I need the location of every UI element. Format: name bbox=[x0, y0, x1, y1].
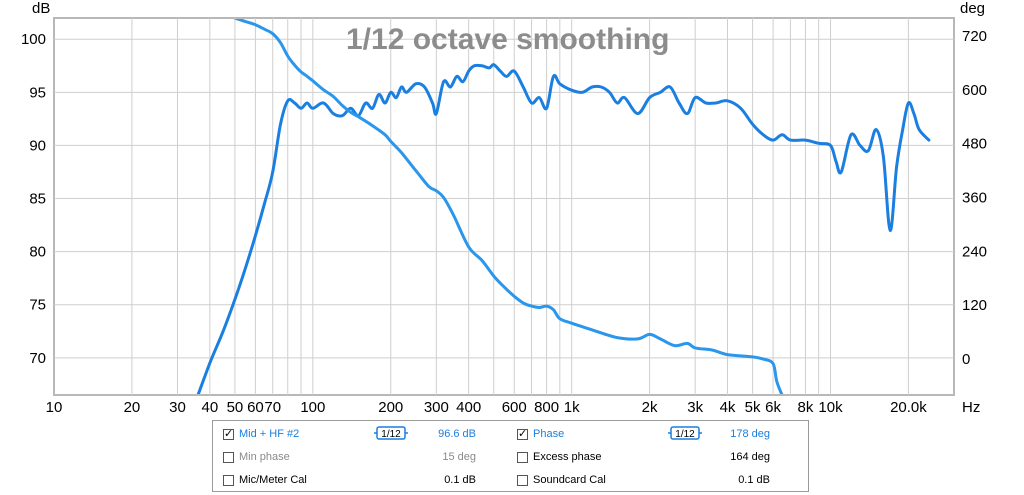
x-tick-label: 40 bbox=[201, 399, 218, 416]
x-tick-label: 20.0k bbox=[890, 399, 927, 416]
x-tick-label: 4k bbox=[720, 399, 736, 416]
x-tick-label: 400 bbox=[456, 399, 481, 416]
checkbox[interactable] bbox=[517, 452, 528, 463]
legend-value-right: 164 deg bbox=[730, 451, 770, 463]
legend-label-left: Mid + HF #2 bbox=[239, 428, 300, 440]
x-tick-label: 10k bbox=[818, 399, 843, 416]
legend-value-left: 15 deg bbox=[442, 451, 476, 463]
x-unit: Hz bbox=[962, 399, 980, 416]
x-tick-label: 1k bbox=[564, 399, 580, 416]
x-tick-label: 60 bbox=[247, 399, 264, 416]
legend-value-right: 0.1 dB bbox=[738, 474, 770, 486]
legend-row: Min phase 15 deg Excess phase 164 deg bbox=[213, 450, 808, 472]
legend-panel: ✓ Mid + HF #2 1/12 96.6 dB ✓ Phase 1/12 178 deg… bbox=[212, 420, 809, 492]
frequency-response-chart: 70 75 80 85 90 95 100 0 120 240 360 480 600 720 10 20 30… bbox=[21, 0, 987, 416]
legend-label-right: Soundcard Cal bbox=[533, 474, 606, 486]
checkbox[interactable] bbox=[223, 452, 234, 463]
x-tick-label: 8k bbox=[797, 399, 813, 416]
smoothing-button-left[interactable]: 1/12 bbox=[374, 426, 408, 440]
legend-label-left: Min phase bbox=[239, 451, 290, 463]
legend-label-right: Excess phase bbox=[533, 451, 602, 463]
y-right-tick-label: 600 bbox=[962, 82, 987, 99]
y-left-tick-label: 70 bbox=[29, 350, 46, 367]
y-left-tick-label: 90 bbox=[29, 137, 46, 154]
y-left-unit: dB bbox=[32, 0, 50, 17]
x-tick-label: 300 bbox=[424, 399, 449, 416]
y-left-tick-label: 100 bbox=[21, 31, 46, 48]
legend-label-left: Mic/Meter Cal bbox=[239, 474, 307, 486]
y-right-tick-label: 240 bbox=[962, 243, 987, 260]
svg-text:1/12: 1/12 bbox=[381, 429, 401, 440]
x-tick-label: 100 bbox=[300, 399, 325, 416]
y-right-tick-label: 0 bbox=[962, 351, 970, 368]
series-line-phase bbox=[233, 19, 784, 394]
y-right-unit: deg bbox=[960, 0, 985, 17]
legend-value-left: 96.6 dB bbox=[438, 428, 476, 440]
plot-frame bbox=[53, 17, 955, 396]
y-left-tick-label: 75 bbox=[29, 297, 46, 314]
legend-row: Mic/Meter Cal 0.1 dB Soundcard Cal 0.1 dB bbox=[213, 473, 808, 495]
y-right-tick-label: 720 bbox=[962, 28, 987, 45]
series-line-magnitude bbox=[196, 63, 931, 394]
chart-title: 1/12 octave smoothing bbox=[346, 23, 669, 56]
checkbox-checked[interactable]: ✓ bbox=[517, 428, 528, 440]
x-tick-label: 70 bbox=[264, 399, 281, 416]
y-right-tick-label: 120 bbox=[962, 297, 987, 314]
y-right-tick-label: 360 bbox=[962, 190, 987, 207]
x-tick-label: 5k bbox=[745, 399, 761, 416]
y-left-tick-label: 80 bbox=[29, 244, 46, 261]
legend-row: ✓ Mid + HF #2 1/12 96.6 dB ✓ Phase 1/12 178 deg bbox=[213, 426, 808, 449]
x-tick-label: 200 bbox=[378, 399, 403, 416]
smoothing-button-right[interactable]: 1/12 bbox=[668, 426, 702, 440]
y-left-tick-label: 85 bbox=[29, 191, 46, 208]
x-tick-label: 600 bbox=[502, 399, 527, 416]
x-tick-label: 800 bbox=[534, 399, 559, 416]
checkbox[interactable] bbox=[223, 475, 234, 486]
y-left-tick-label: 95 bbox=[29, 84, 46, 101]
legend-label-right: Phase bbox=[533, 428, 565, 440]
y-right-tick-label: 480 bbox=[962, 136, 987, 153]
x-tick-label: 30 bbox=[169, 399, 186, 416]
axes: 70 75 80 85 90 95 100 0 120 240 360 480 600 720 10 20 30… bbox=[21, 0, 987, 416]
legend-value-right: 178 deg bbox=[730, 428, 770, 440]
legend-value-left: 0.1 dB bbox=[444, 474, 476, 486]
x-tick-label: 6k bbox=[765, 399, 781, 416]
grid bbox=[54, 18, 954, 395]
svg-text:1/12: 1/12 bbox=[675, 429, 695, 440]
checkbox-checked[interactable]: ✓ bbox=[223, 428, 234, 440]
x-tick-label: 3k bbox=[687, 399, 703, 416]
curves bbox=[196, 19, 931, 394]
checkbox[interactable] bbox=[517, 475, 528, 486]
x-tick-label: 20 bbox=[124, 399, 141, 416]
x-tick-label: 2k bbox=[642, 399, 658, 416]
x-tick-label: 50 bbox=[227, 399, 244, 416]
x-tick-label: 10 bbox=[46, 399, 63, 416]
